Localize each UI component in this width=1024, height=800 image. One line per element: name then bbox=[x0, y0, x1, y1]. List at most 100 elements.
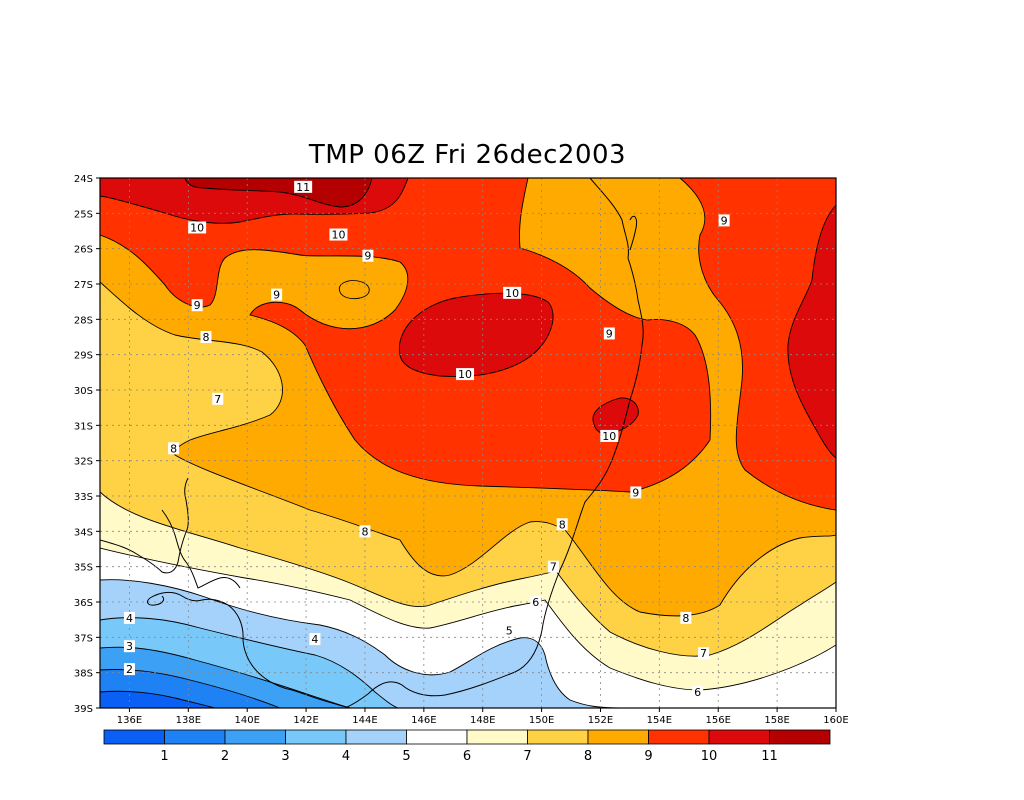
contour-label-bg bbox=[212, 392, 224, 405]
colorbar-swatch bbox=[224, 729, 286, 745]
colorbar-label: 8 bbox=[584, 749, 592, 764]
coastline bbox=[100, 178, 644, 708]
contour-label: 8 bbox=[200, 331, 212, 344]
y-tick-label: 26S bbox=[74, 245, 93, 256]
contour-label-bg bbox=[309, 633, 321, 646]
contour-label: 4 bbox=[123, 611, 135, 625]
contour-label-text: 8 bbox=[559, 518, 566, 531]
contour-label: 11 bbox=[294, 180, 313, 194]
contour-label-text: 8 bbox=[361, 525, 368, 538]
colorbar-swatch bbox=[164, 729, 226, 745]
contour-lines bbox=[100, 178, 836, 708]
contour-label-text: 9 bbox=[632, 486, 639, 499]
x-tick-label: 152E bbox=[588, 715, 613, 726]
x-tick-label: 156E bbox=[706, 715, 731, 726]
contour-label-bg bbox=[692, 686, 704, 699]
contour-label: 8 bbox=[359, 525, 371, 538]
contour-label-bg bbox=[359, 525, 371, 538]
y-tick-label: 27S bbox=[74, 280, 93, 291]
contour-label-text: 6 bbox=[532, 596, 539, 609]
y-tick-label: 36S bbox=[74, 598, 93, 609]
contour-label-text: 4 bbox=[311, 633, 318, 646]
contour-label: 10 bbox=[456, 368, 475, 381]
contour-label-text: 3 bbox=[126, 640, 133, 653]
contour-label-text: 8 bbox=[682, 612, 689, 625]
colorbar-swatch bbox=[708, 729, 770, 745]
contour-label: 3 bbox=[123, 640, 135, 653]
contour-label-text: 7 bbox=[214, 393, 221, 406]
x-tick-label: 136E bbox=[117, 715, 142, 726]
contour-label-text: 11 bbox=[296, 181, 310, 194]
contour-label-bg bbox=[123, 663, 135, 676]
colorbar-swatch bbox=[769, 729, 831, 745]
contour-label-text: 9 bbox=[273, 289, 280, 302]
x-tick-label: 140E bbox=[234, 715, 259, 726]
colorbar-swatch bbox=[345, 729, 407, 745]
contour-label-bg bbox=[362, 249, 374, 262]
x-tick-label: 144E bbox=[352, 715, 377, 726]
contour-label-text: 10 bbox=[190, 221, 204, 234]
y-axis: 24S 25S 26S 27S 28S 29S 30S 31S 32S 33S 34S 35S 36S 3… bbox=[74, 174, 100, 715]
contour-label: 9 bbox=[191, 299, 203, 312]
lat-lon-grid bbox=[100, 178, 836, 708]
band-9-10-east bbox=[680, 178, 836, 510]
contour-label-text: 10 bbox=[458, 368, 472, 381]
band-10-11-central bbox=[399, 293, 554, 377]
y-tick-label: 29S bbox=[74, 351, 93, 362]
contour-label-bg bbox=[123, 640, 135, 653]
colorbar-label: 6 bbox=[463, 749, 471, 764]
colorbar-label: 1 bbox=[160, 749, 168, 764]
contour-label-text: 9 bbox=[364, 250, 371, 263]
contour-label-bg bbox=[503, 624, 515, 637]
contour-labels: 11 10 10 9 9 9 10 10 9 8 7 10 8 9 9 8 8 7 6 5 8 7 6 4 4 3 2 bbox=[123, 180, 730, 699]
contour-label: 7 bbox=[212, 392, 224, 406]
colorbar-label: 3 bbox=[281, 749, 289, 764]
colorbar: 1 2 3 4 5 6 7 8 9 10 11 bbox=[103, 729, 831, 764]
contour-label-text: 7 bbox=[550, 561, 557, 574]
contour-label-bg bbox=[188, 221, 207, 234]
colorbar-label: 10 bbox=[701, 749, 718, 764]
contour-label-text: 7 bbox=[700, 647, 707, 660]
colorbar-label: 7 bbox=[523, 749, 531, 764]
contour-label: 9 bbox=[603, 327, 615, 340]
contour-label: 9 bbox=[362, 249, 374, 263]
contour-label: 6 bbox=[530, 596, 542, 609]
colorbar-label: 11 bbox=[761, 749, 778, 764]
x-tick-label: 154E bbox=[647, 715, 672, 726]
band-8-9-pocket bbox=[339, 280, 370, 299]
y-tick-label: 31S bbox=[74, 421, 93, 432]
contour-label: 8 bbox=[680, 611, 692, 625]
contour-label-text: 10 bbox=[602, 430, 616, 443]
colorbar-swatch bbox=[466, 729, 528, 745]
x-axis: 136E 138E 140E 142E 144E 146E 148E 150E 152E 154E… bbox=[117, 708, 849, 726]
colorbar-label: 4 bbox=[342, 749, 350, 764]
band-10-11-east bbox=[787, 205, 836, 458]
contour-label: 5 bbox=[503, 624, 515, 637]
contour-label-bg bbox=[123, 611, 135, 624]
contour-label: 10 bbox=[503, 286, 522, 300]
contour-label: 8 bbox=[556, 518, 568, 531]
contour-label-bg bbox=[294, 180, 313, 193]
y-tick-label: 33S bbox=[74, 492, 93, 503]
y-tick-label: 37S bbox=[74, 633, 93, 644]
y-tick-label: 34S bbox=[74, 527, 93, 538]
contour-label-text: 10 bbox=[505, 287, 519, 300]
colorbar-label: 2 bbox=[221, 749, 229, 764]
map-title: TMP 06Z Fri 26dec2003 bbox=[308, 140, 627, 170]
contour-label: 4 bbox=[309, 633, 321, 646]
y-tick-label: 24S bbox=[74, 174, 93, 185]
contour-label-bg bbox=[271, 288, 283, 301]
colorbar-swatch bbox=[406, 729, 468, 745]
y-tick-label: 35S bbox=[74, 563, 93, 574]
contour-label-bg bbox=[718, 214, 730, 227]
y-tick-label: 30S bbox=[74, 386, 93, 397]
contour-label-bg bbox=[503, 286, 522, 299]
x-tick-label: 138E bbox=[176, 715, 201, 726]
contour-label-bg bbox=[698, 647, 710, 660]
contour-label-bg bbox=[329, 228, 348, 241]
contour-label-bg bbox=[603, 327, 615, 340]
x-tick-label: 150E bbox=[529, 715, 554, 726]
contour-label-text: 8 bbox=[202, 331, 209, 344]
contour-label-bg bbox=[600, 429, 619, 442]
